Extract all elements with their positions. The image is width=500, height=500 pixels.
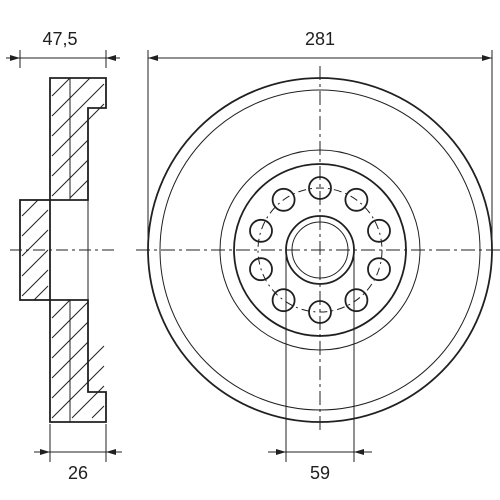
front-view xyxy=(136,66,500,434)
bolt-hole xyxy=(250,220,272,242)
dimension-disc-thickness: 26 xyxy=(34,424,122,483)
dimension-label-disc-thickness: 26 xyxy=(68,463,88,483)
hatch-top xyxy=(52,78,104,198)
dimension-label-overall-thickness: 47,5 xyxy=(42,29,77,49)
bolt-hole xyxy=(368,220,390,242)
dimension-overall-thickness: 47,5 xyxy=(6,29,120,68)
dimension-label-outer-diameter: 281 xyxy=(305,29,335,49)
bolt-hole xyxy=(273,289,295,311)
brake-disc-technical-drawing: 47,5 xyxy=(0,0,500,500)
side-view xyxy=(10,78,118,422)
hatch-bottom xyxy=(52,300,104,418)
dimension-label-hub-diameter: 59 xyxy=(310,463,330,483)
